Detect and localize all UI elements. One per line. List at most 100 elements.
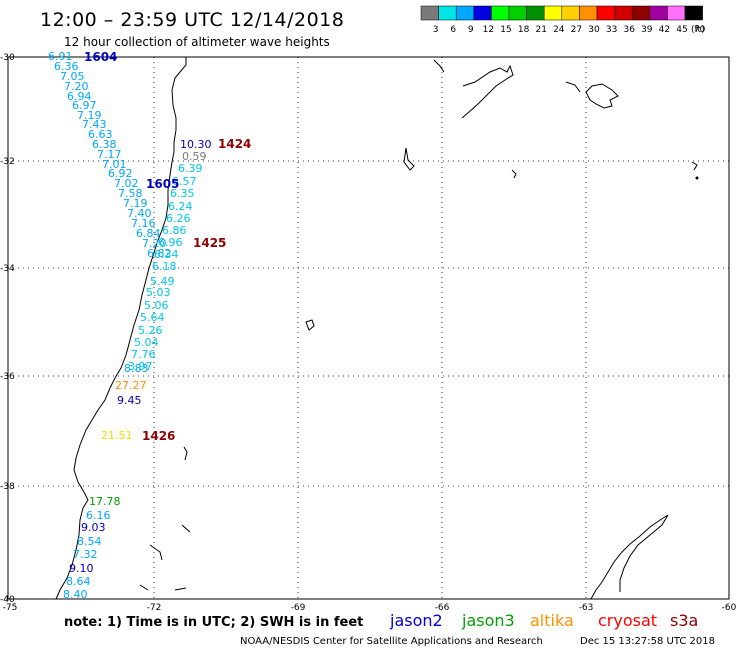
coast-fragment-4 [305, 319, 315, 331]
lat-lon-grid [8, 57, 729, 599]
wave-height-value: 7.17 [97, 148, 122, 161]
wave-height-value: 6.96 [158, 236, 183, 249]
wave-height-value: 6.38 [92, 138, 117, 151]
wave-height-value: 17.78 [89, 495, 121, 508]
wave-height-value: 7.40 [127, 207, 152, 220]
satellite-legend-cryosat: cryosat [598, 611, 657, 630]
axis-labels: -75 -72 -69 -66 -63 -60 -30 -32 -34 -36 -38 -40 [0, 53, 737, 613]
wave-height-value: 8.83 [124, 362, 149, 375]
color-scale-label: 39 [641, 25, 653, 35]
wave-height-value: 8.40 [63, 588, 88, 601]
color-scale-label: 6 [450, 25, 456, 35]
wave-height-value: 6.94 [67, 90, 92, 103]
pass-time-label: 1605 [146, 177, 179, 191]
pass-time-labels: 1604 1605 1424 1425 1426 [84, 50, 251, 443]
map-frame [7, 56, 730, 600]
wave-height-value: 3.97 [128, 360, 153, 373]
color-scale-label: 42 [659, 25, 670, 35]
color-scale-swatch [579, 5, 598, 21]
color-scale-label: 27 [571, 25, 582, 35]
coastline [55, 57, 698, 600]
wave-height-value: 7.19 [123, 197, 148, 210]
wave-height-value: 6.24 [168, 200, 193, 213]
longitude-label: -75 [3, 603, 18, 613]
wave-height-value: 9.10 [69, 562, 94, 575]
wave-height-value: 27.27 [115, 379, 147, 392]
chile-coastline [55, 57, 187, 600]
wave-height-value: 7.43 [82, 118, 107, 131]
wave-height-value: 5.06 [144, 299, 169, 312]
color-scale-swatch [526, 5, 545, 21]
wave-height-observations: 6.916.367.057.206.946.977.197.436.636.38… [48, 50, 212, 601]
wave-height-value: 6.18 [152, 260, 177, 273]
satellite-legend-jason2: jason2 [389, 611, 443, 630]
wave-height-value: 7.76 [131, 348, 156, 361]
coast-fragment-east [565, 81, 581, 93]
wave-height-value: 6.84 [136, 227, 161, 240]
color-scale-swatch [508, 5, 527, 21]
wave-height-value: 7.02 [114, 177, 139, 190]
color-scale-swatch [631, 5, 651, 21]
coast-fragment-6 [139, 524, 191, 591]
footer-credit: NOAA/NESDIS Center for Satellite Applica… [240, 636, 543, 647]
wave-height-value: 6.97 [72, 99, 97, 112]
color-scale-swatch [543, 5, 563, 21]
color-scale-label: 18 [518, 25, 530, 35]
wave-height-value: 6.16 [86, 509, 111, 522]
latitude-label: -32 [0, 157, 15, 167]
longitude-label: -63 [579, 603, 594, 613]
wave-height-value: 6.86 [162, 224, 187, 237]
latitude-label: -30 [0, 53, 15, 63]
satellite-legend-s3a: s3a [670, 611, 698, 630]
satellite-legend-altika: altika [530, 611, 574, 630]
wave-height-value: 10.30 [180, 138, 212, 151]
longitude-label: -72 [147, 603, 162, 613]
island-dot [695, 176, 699, 180]
wave-height-value: 7.01 [102, 158, 127, 171]
wave-height-value: 21.51 [101, 429, 133, 442]
wave-height-value: 9.45 [117, 394, 142, 407]
color-scale-swatch [420, 5, 439, 21]
wave-height-value: 7.20 [64, 80, 89, 93]
wave-height-value: 6.92 [108, 167, 133, 180]
latitude-label: -36 [0, 372, 15, 382]
wave-height-color-scale: 3 6 9 12 15 18 21 24 27 30 33 36 39 42 45 70(ft) [420, 5, 706, 35]
coast-fragment-3 [691, 161, 698, 171]
latitude-label: -40 [0, 595, 15, 605]
pass-time-label: 1604 [84, 50, 117, 64]
wave-height-value: 5.26 [138, 324, 163, 337]
wave-height-value: 6.34 [154, 248, 179, 261]
color-scale-label: 45 [676, 25, 687, 35]
latitude-label: -38 [0, 482, 15, 492]
wave-height-value: 5.03 [146, 286, 171, 299]
color-scale-label: 15 [500, 25, 511, 35]
wave-height-value: 7.05 [60, 70, 85, 83]
color-scale-label: 21 [535, 25, 546, 35]
argentina-coast-north [433, 59, 514, 119]
color-scale-label: 24 [553, 25, 565, 35]
wave-height-value: 5.64 [140, 311, 165, 324]
wave-height-value: 8.64 [66, 575, 91, 588]
wave-height-value: 6.35 [170, 187, 195, 200]
pass-time-label: 1424 [218, 137, 251, 151]
color-scale-swatch [438, 5, 457, 21]
satellite-legend-jason3: jason3 [461, 611, 515, 630]
wave-height-value: 7.19 [77, 109, 102, 122]
wave-height-value: 0.59 [182, 150, 207, 163]
pass-time-label: 1425 [193, 236, 226, 250]
color-scale-label: 30 [588, 25, 600, 35]
color-scale-unit: (ft) [691, 25, 705, 35]
wave-height-value: 8.54 [77, 535, 102, 548]
color-scale-label: 70 [694, 25, 706, 35]
wave-height-value: 9.03 [81, 521, 106, 534]
wave-height-value: 6.63 [88, 128, 113, 141]
color-scale-swatch [473, 5, 492, 21]
color-scale-swatch [491, 5, 510, 21]
wave-height-value: 7.16 [131, 217, 156, 230]
satellite-legend: jason2 jason3 altika cryosat s3a [389, 611, 698, 630]
map-title: 12:00 – 23:59 UTC 12/14/2018 [40, 9, 344, 31]
longitude-label: -60 [722, 603, 737, 613]
color-scale-swatch [667, 5, 686, 21]
color-scale-label: 3 [433, 25, 439, 35]
